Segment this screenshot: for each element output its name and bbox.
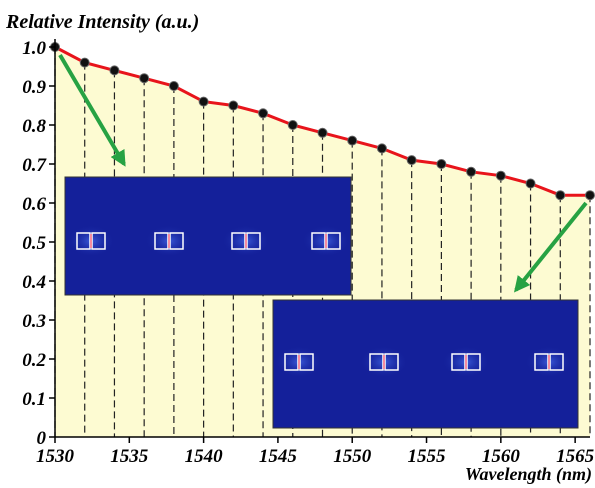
- x-tick-label: 1555: [408, 446, 447, 467]
- x-tick-label: 1550: [333, 446, 372, 467]
- y-tick-label: 0.4: [22, 272, 46, 293]
- marker: [407, 156, 416, 165]
- marker: [199, 97, 208, 106]
- chart-title: Relative Intensity (a.u.): [5, 11, 199, 33]
- y-tick-label: 0.3: [22, 311, 46, 332]
- y-tick-label: 1.0: [22, 38, 46, 59]
- marker: [169, 82, 178, 91]
- marker: [467, 167, 476, 176]
- x-tick-label: 1560: [482, 446, 521, 467]
- x-tick-label: 1530: [36, 446, 75, 467]
- y-tick-label: 0.5: [22, 233, 46, 254]
- y-tick-label: 0.9: [22, 77, 46, 98]
- y-tick-label: 0.2: [22, 350, 46, 371]
- marker: [318, 128, 327, 137]
- chart: Relative Intensity (a.u.) Wavelength (nm…: [0, 0, 595, 488]
- x-axis-label: Wavelength (nm): [465, 464, 592, 485]
- x-tick-label: 1545: [259, 446, 298, 467]
- marker: [288, 121, 297, 130]
- x-tick-label: 1565: [556, 446, 595, 467]
- marker: [586, 191, 595, 200]
- marker: [556, 191, 565, 200]
- x-tick-label: 1535: [110, 446, 149, 467]
- y-tick-label: 0.7: [22, 155, 47, 176]
- marker: [437, 160, 446, 169]
- marker: [80, 58, 89, 67]
- y-tick-label: 0.8: [22, 116, 46, 137]
- y-tick-label: 0.1: [22, 389, 46, 410]
- marker: [496, 171, 505, 180]
- marker: [526, 179, 535, 188]
- marker: [377, 144, 386, 153]
- marker: [348, 136, 357, 145]
- x-tick-label: 1540: [185, 446, 224, 467]
- marker: [140, 74, 149, 83]
- marker: [229, 101, 238, 110]
- marker: [259, 109, 268, 118]
- marker: [110, 66, 119, 75]
- y-tick-label: 0.6: [22, 194, 46, 215]
